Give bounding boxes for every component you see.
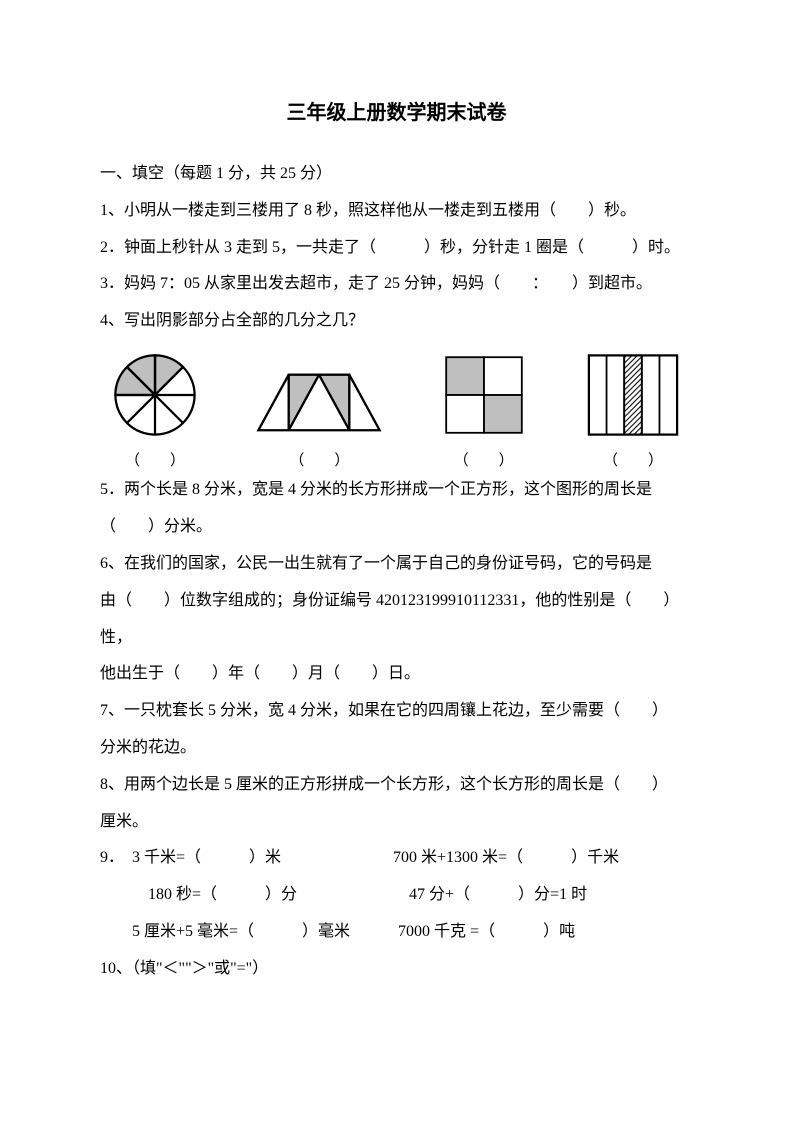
page-title: 三年级上册数学期末试卷 [100, 90, 693, 136]
question-2: 2．钟面上秒针从 3 走到 5，一共走了（ ）秒，分针走 1 圈是（ ）时。 [100, 230, 693, 267]
figure-circle: （ ） [110, 350, 200, 473]
question-4: 4、写出阴影部分占全部的几分之几？ [100, 303, 693, 340]
figure-caption-1: （ ） [125, 450, 185, 473]
question-8b: 厘米。 [100, 804, 693, 841]
question-6c: 他出生于（ ）年（ ）月（ ）日。 [100, 656, 693, 693]
question-5b: （ ）分米。 [100, 509, 693, 546]
trapezoid-icon [254, 365, 384, 440]
figure-caption-4: （ ） [603, 450, 663, 473]
question-6a: 6、在我们的国家，公民一出生就有了一个属于自己的身份证号码，它的号码是 [100, 546, 693, 583]
question-8a: 8、用两个边长是 5 厘米的正方形拼成一个长方形，这个长方形的周长是（ ） [100, 767, 693, 804]
circle-icon [110, 350, 200, 440]
section-header: 一、填空（每题 1 分，共 25 分） [100, 156, 693, 193]
figure-square: （ ） [439, 350, 529, 473]
question-9a: 9． 3 千米=（ ）米 700 米+1300 米=（ ）千米 [100, 840, 693, 877]
question-9b: 180 秒=（ ）分 47 分+（ ）分=1 时 [100, 877, 693, 914]
figure-caption-2: （ ） [289, 450, 349, 473]
figure-trapezoid: （ ） [254, 365, 384, 473]
question-3: 3．妈妈 7：05 从家里出发去超市，走了 25 分钟，妈妈（ ： ）到超市。 [100, 266, 693, 303]
question-1: 1、小明从一楼走到三楼用了 8 秒，照这样他从一楼走到五楼用（ ）秒。 [100, 193, 693, 230]
question-6b: 由（ ）位数字组成的；身份证编号 420123199910112331，他的性别… [100, 583, 693, 657]
question-7b: 分米的花边。 [100, 730, 693, 767]
figures-row: （ ） （ ） （ [100, 350, 693, 473]
question-10: 10、（填"＜""＞"或"="） [100, 951, 693, 988]
question-9c: 5 厘米+5 毫米=（ ）毫米 7000 千克 =（ ）吨 [100, 914, 693, 951]
question-5a: 5．两个长是 8 分米，宽是 4 分米的长方形拼成一个正方形，这个图形的周长是 [100, 472, 693, 509]
figure-caption-3: （ ） [454, 450, 514, 473]
stripes-icon [583, 350, 683, 440]
square-icon [439, 350, 529, 440]
question-7a: 7、一只枕套长 5 分米，宽 4 分米，如果在它的四周镶上花边，至少需要（ ） [100, 693, 693, 730]
figure-stripes: （ ） [583, 350, 683, 473]
